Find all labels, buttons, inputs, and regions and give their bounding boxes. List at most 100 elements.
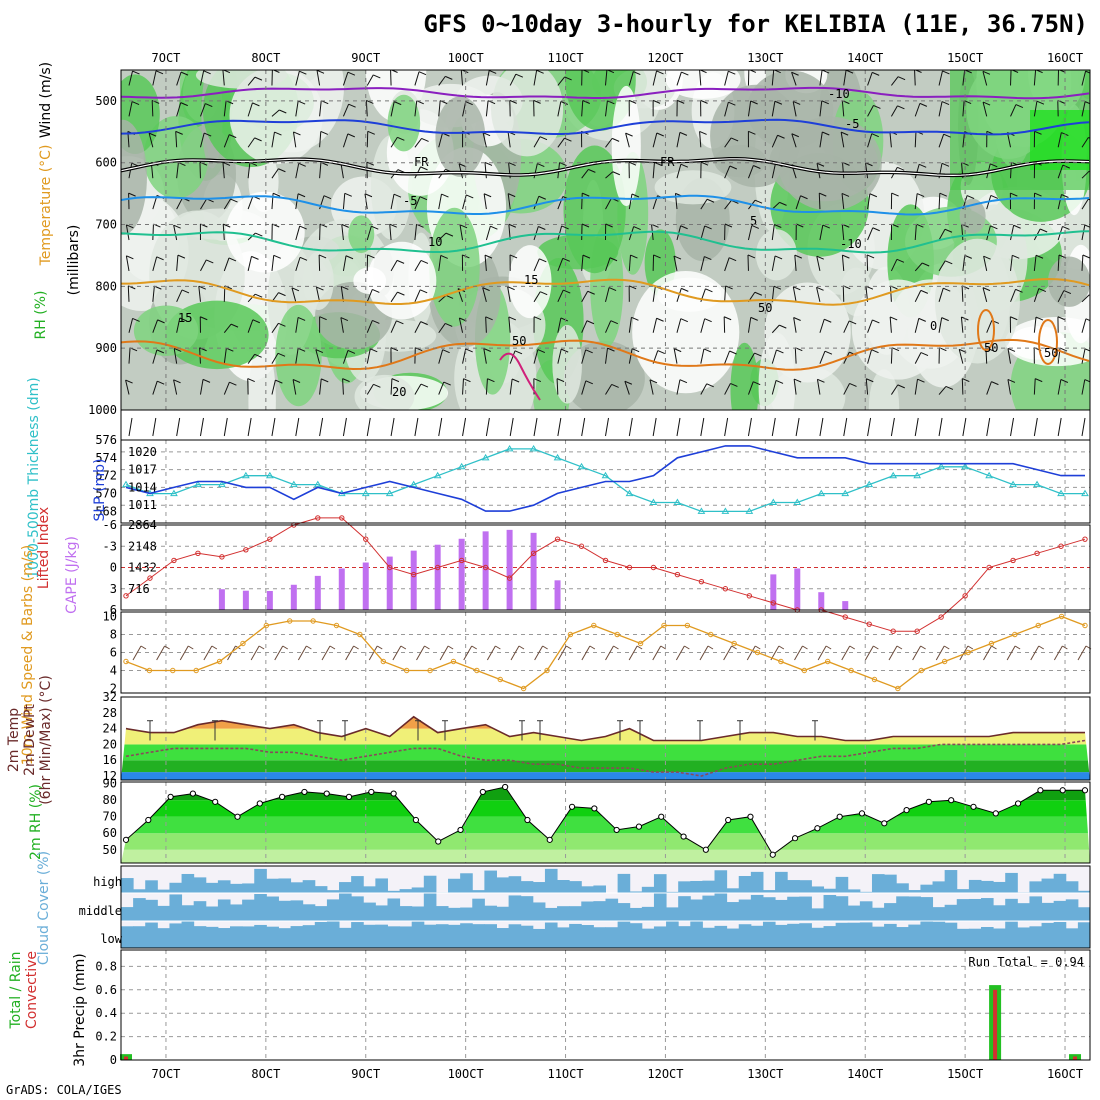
- wind10m-barb: [416, 645, 425, 661]
- wind-barb: [463, 378, 471, 383]
- wind-barb: [297, 100, 306, 105]
- wind-barb: [509, 350, 516, 364]
- cloud-fraction: [520, 925, 534, 948]
- wind-barb: [676, 71, 682, 86]
- wind-barb: [230, 323, 239, 328]
- wind-barb: [148, 132, 154, 148]
- wind-barb: [1034, 192, 1042, 197]
- rh2m-point: [368, 788, 375, 796]
- wind-barb: [229, 134, 237, 139]
- lifted-index-point: [554, 536, 561, 542]
- isotherm-5: [121, 194, 1090, 216]
- cloud-fraction: [278, 878, 292, 893]
- wind-barb: [628, 161, 637, 166]
- wind-barb: [414, 71, 420, 86]
- cloud-fraction: [145, 880, 158, 893]
- lifted-index-point: [962, 593, 968, 599]
- cloud-fraction: [762, 890, 776, 893]
- temp2m-frame: [120, 696, 1091, 781]
- wind-barb: [754, 352, 762, 357]
- wind-barb: [203, 70, 211, 75]
- wind-barb: [962, 70, 966, 86]
- wind-barb: [747, 100, 752, 117]
- rh2m-point: [345, 793, 353, 800]
- wind-barb: [938, 70, 943, 86]
- cloud-fraction: [702, 895, 716, 921]
- cloud-fraction: [544, 868, 558, 893]
- cloud-fraction: [823, 888, 837, 893]
- wind-barb: [1081, 101, 1086, 117]
- rh2m-point: [568, 803, 576, 810]
- wind-barb: [438, 323, 446, 334]
- wind-barb: [673, 348, 682, 353]
- wind-barb: [367, 254, 375, 259]
- wind-barb: [816, 255, 824, 260]
- wind-barb: [633, 226, 641, 231]
- wind-barb: [920, 289, 929, 294]
- rh2m-tick: 60: [103, 826, 117, 840]
- wind-barb: [418, 71, 427, 76]
- wind10m-barb: [211, 645, 218, 650]
- cape-bar: [770, 574, 777, 610]
- cloud-fraction: [629, 891, 643, 893]
- wind10m-barb: [557, 645, 567, 661]
- lifted-index-point: [1034, 550, 1040, 557]
- thickness-point: [1057, 489, 1065, 497]
- wind-barb: [393, 101, 402, 106]
- wind-barb: [181, 289, 190, 294]
- lifted-index-point: [339, 515, 345, 521]
- cloud-fraction: [726, 928, 740, 948]
- rh2m-point: [613, 826, 620, 834]
- surface-barb: [152, 417, 157, 437]
- wind-barb: [914, 352, 922, 364]
- cloud-fraction: [799, 880, 812, 893]
- wind-barb: [271, 168, 279, 179]
- wind10m-speed-point: [1012, 631, 1018, 638]
- cloud-fraction: [1077, 922, 1091, 948]
- rh-shade: [354, 374, 415, 410]
- wind-barb: [581, 320, 588, 333]
- surface-barb: [700, 417, 705, 437]
- wind-barb: [914, 224, 917, 241]
- wind10m-speed-point: [871, 676, 878, 683]
- wind-barb: [705, 288, 713, 293]
- wind-barb: [753, 165, 761, 169]
- wind-barb: [867, 349, 872, 364]
- wind-barb: [557, 258, 564, 272]
- cloud-fraction: [448, 924, 461, 948]
- date-label-top: 9OCT: [351, 51, 380, 65]
- isotherm-15: [121, 277, 1090, 306]
- cloud-fraction: [980, 880, 994, 893]
- wind-barb: [866, 254, 875, 259]
- cape-bar: [794, 568, 801, 610]
- cloud-fraction: [932, 907, 946, 921]
- wind-barb: [199, 379, 204, 395]
- wind-barb: [483, 193, 487, 210]
- thickness-point: [697, 507, 706, 514]
- wind-barb: [700, 99, 708, 104]
- wind-barb: [340, 286, 344, 302]
- wind-barb: [291, 287, 297, 302]
- cloud-fraction: [811, 886, 825, 893]
- wind-barb: [251, 255, 259, 260]
- wind10m-speed-point: [450, 658, 457, 665]
- wind-barb: [157, 319, 165, 324]
- wind-barb: [777, 134, 785, 139]
- wind-barb: [342, 103, 350, 117]
- cloud-fraction: [205, 906, 219, 921]
- wind-barb: [507, 131, 511, 148]
- wind-barb: [982, 101, 988, 117]
- surface-barb: [962, 417, 967, 437]
- cloud-fraction: [532, 928, 546, 948]
- wind-barb: [445, 232, 454, 237]
- wind-barb: [958, 349, 964, 364]
- wind-barb: [484, 162, 487, 179]
- lifted-index-point: [770, 600, 777, 606]
- wind-barb: [1081, 137, 1089, 148]
- wind10m-barb: [723, 645, 733, 661]
- cloud-fraction: [423, 875, 437, 893]
- cloud-fraction: [266, 878, 279, 893]
- temp2m-tick: 12: [103, 769, 117, 783]
- cloud-fraction: [448, 878, 461, 893]
- lifted-index-point: [674, 571, 681, 578]
